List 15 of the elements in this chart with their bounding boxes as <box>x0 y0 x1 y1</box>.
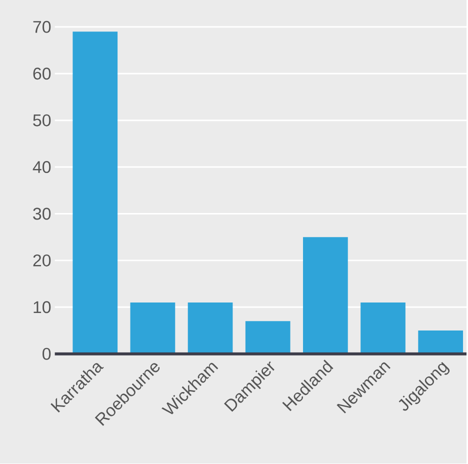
y-tick-label: 70 <box>33 21 51 34</box>
bar <box>130 302 176 354</box>
y-tick-label: 30 <box>33 208 51 220</box>
y-tick-label: 50 <box>33 114 51 127</box>
bar <box>245 321 290 354</box>
bar <box>360 302 406 354</box>
y-tick-label: 60 <box>33 68 51 80</box>
y-tick-label: 20 <box>33 254 51 267</box>
y-tick-label: 40 <box>32 161 51 174</box>
bar <box>303 237 348 354</box>
y-tick-label: 0 <box>42 348 51 360</box>
bar <box>72 32 118 354</box>
y-tick-label: 10 <box>34 301 51 314</box>
bar <box>188 302 233 354</box>
bar <box>418 330 464 354</box>
